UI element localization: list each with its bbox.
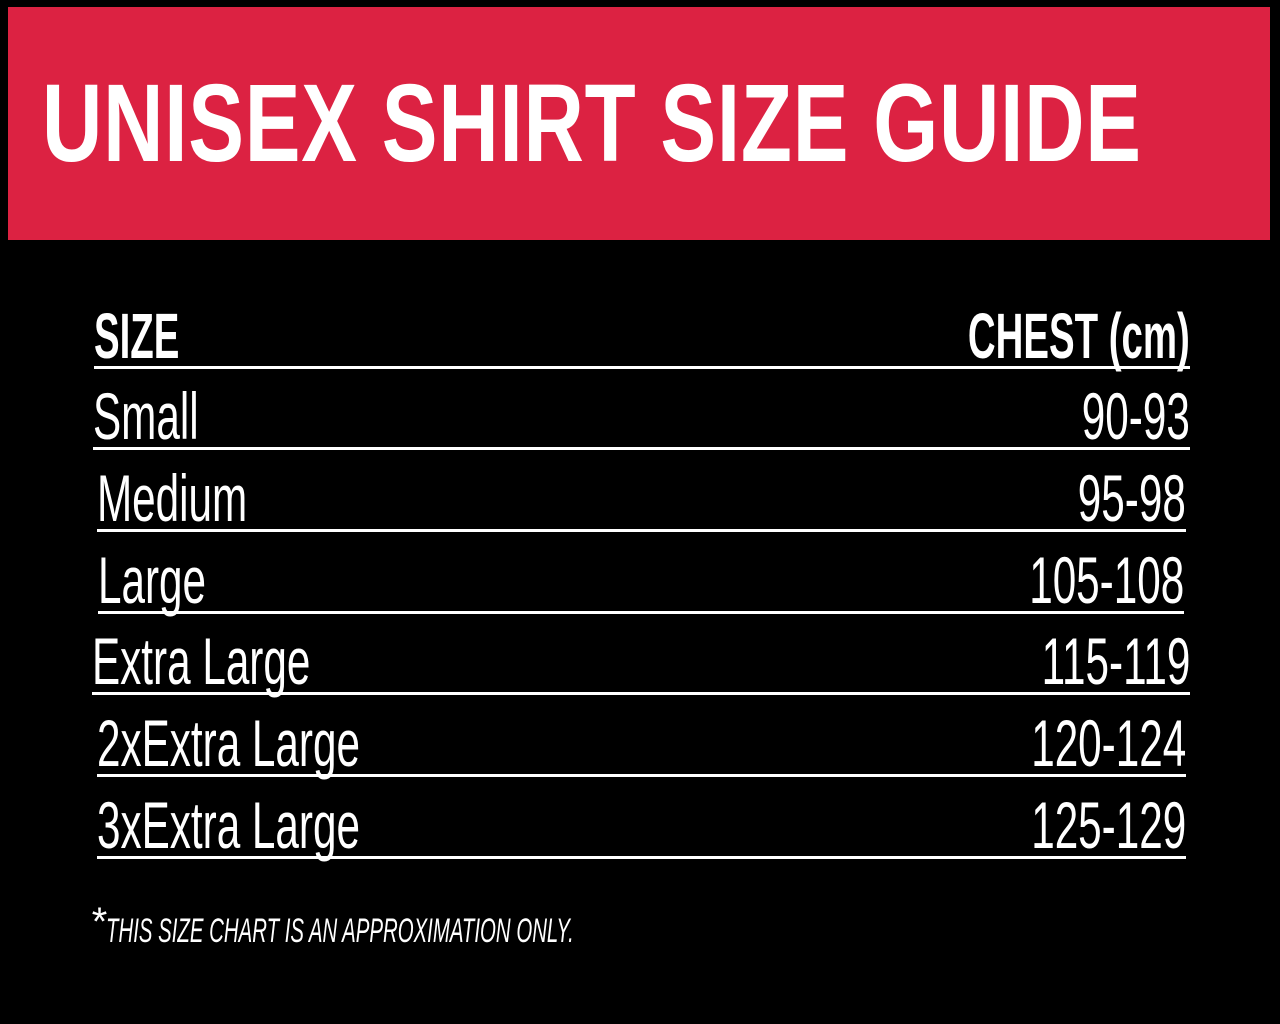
row-chest: 125-129 — [1031, 792, 1186, 858]
page-title: UNISEX SHIRT SIZE GUIDE — [42, 69, 1142, 179]
row-size: 2xExtra Large — [97, 710, 360, 776]
footnote-text: THIS SIZE CHART IS AN APPROXIMATION ONLY… — [106, 912, 574, 951]
table-row: Medium 95-98 — [97, 449, 1186, 532]
table-row: 3xExtra Large 125-129 — [97, 776, 1186, 859]
row-chest: 95-98 — [1078, 465, 1186, 531]
table-row: 2xExtra Large 120-124 — [97, 694, 1186, 777]
table-row: Extra Large 115-119 — [92, 612, 1190, 695]
row-size: Extra Large — [92, 628, 310, 694]
row-size: Medium — [97, 465, 247, 531]
title-banner: UNISEX SHIRT SIZE GUIDE — [8, 7, 1270, 240]
table-row: Large 105-108 — [98, 531, 1184, 614]
row-chest: 105-108 — [1029, 547, 1184, 613]
row-chest: 120-124 — [1031, 710, 1186, 776]
row-size: Small — [93, 383, 199, 449]
table-header: SIZE CHEST (cm) — [94, 286, 1190, 369]
row-size: Large — [98, 547, 206, 613]
row-chest: 115-119 — [1041, 628, 1190, 694]
row-chest: 90-93 — [1082, 383, 1190, 449]
header-size: SIZE — [94, 304, 179, 368]
footnote-marker: * — [90, 900, 106, 944]
table-row: Small 90-93 — [93, 367, 1190, 450]
footnote: *THIS SIZE CHART IS AN APPROXIMATION ONL… — [90, 900, 885, 951]
header-chest: CHEST (cm) — [968, 304, 1190, 368]
row-size: 3xExtra Large — [97, 792, 360, 858]
